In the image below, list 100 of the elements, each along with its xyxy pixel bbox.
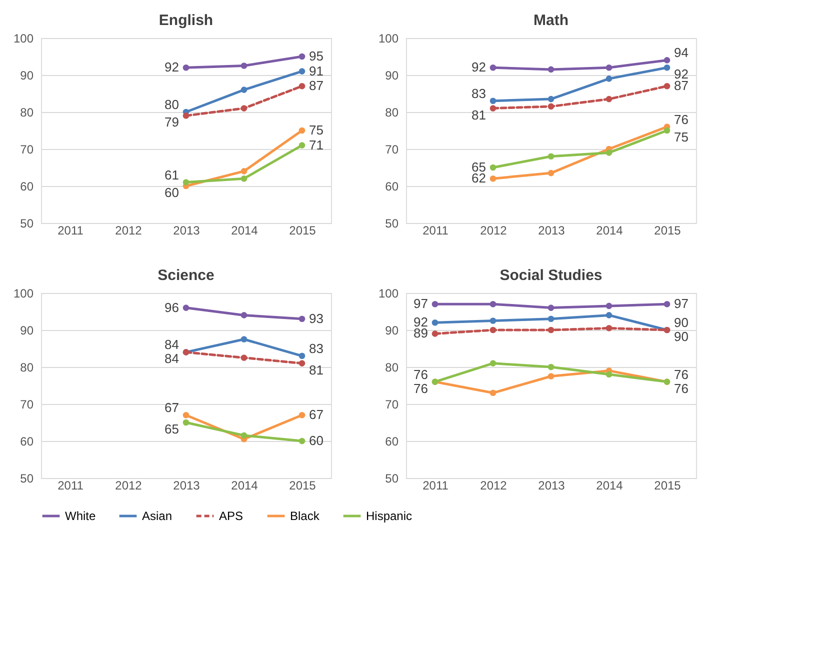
data-label: 92: [164, 60, 179, 75]
y-tick-label: 80: [385, 106, 399, 120]
data-label: 84: [164, 337, 179, 352]
y-tick-label: 80: [20, 360, 34, 374]
y-tick-label: 60: [385, 180, 399, 194]
point: [240, 105, 248, 112]
point: [298, 53, 306, 60]
point: [240, 312, 248, 318]
point: [490, 326, 496, 334]
x-tick-label: 2013: [173, 478, 200, 492]
y-tick-label: 70: [20, 398, 34, 412]
data-label: 87: [309, 78, 324, 94]
point: [240, 86, 248, 93]
point: [298, 438, 306, 444]
point: [548, 66, 554, 73]
point: [240, 175, 248, 182]
data-label: 76: [414, 366, 428, 382]
legend-label: Hispanic: [366, 509, 412, 523]
point: [664, 64, 670, 71]
point: [182, 112, 190, 119]
y-tick-label: 70: [385, 398, 399, 412]
legend-label: APS: [219, 509, 244, 523]
x-tick-label: 2011: [58, 478, 84, 492]
data-label: 65: [164, 422, 179, 436]
data-label: 81: [472, 107, 486, 122]
y-tick-label: 50: [20, 216, 34, 230]
x-tick-label: 2014: [596, 224, 624, 238]
point: [240, 168, 248, 174]
point: [606, 64, 612, 71]
y-tick-label: 80: [20, 106, 34, 120]
point: [548, 170, 554, 176]
x-tick-label: 2015: [289, 478, 316, 492]
point: [298, 316, 306, 322]
data-label: 60: [309, 433, 324, 448]
data-label: 79: [164, 114, 179, 130]
y-tick-label: 60: [20, 434, 34, 448]
point: [548, 326, 554, 334]
legend-label: White: [65, 509, 96, 523]
y-tick-label: 90: [385, 68, 399, 82]
data-label: 93: [309, 310, 324, 326]
point: [664, 57, 670, 64]
point: [606, 302, 612, 310]
point: [490, 105, 496, 112]
point: [548, 364, 554, 370]
point: [298, 412, 306, 418]
data-label: 90: [674, 315, 688, 330]
point: [490, 164, 496, 171]
point: [490, 390, 496, 396]
x-tick-label: 2011: [58, 224, 84, 238]
y-tick-label: 90: [385, 324, 399, 338]
point: [298, 82, 306, 90]
data-label: 61: [164, 167, 179, 182]
point: [490, 300, 496, 308]
x-tick-label: 2015: [654, 478, 682, 492]
point: [664, 300, 670, 308]
chart-title: Math: [534, 12, 568, 29]
point: [606, 324, 612, 332]
data-label: 96: [164, 300, 179, 315]
point: [548, 153, 554, 160]
point: [606, 150, 612, 156]
x-tick-label: 2011: [422, 224, 449, 238]
point: [298, 142, 306, 148]
point: [182, 412, 190, 418]
y-tick-label: 70: [20, 142, 34, 156]
point: [432, 319, 438, 326]
data-label: 76: [674, 112, 688, 127]
y-tick-label: 80: [385, 360, 399, 374]
x-tick-label: 2013: [538, 478, 566, 492]
data-label: 91: [309, 63, 324, 78]
data-label: 95: [309, 48, 324, 64]
data-label: 75: [309, 122, 324, 138]
point: [606, 76, 612, 82]
point: [490, 360, 496, 366]
point: [432, 330, 438, 337]
x-tick-label: 2015: [654, 224, 682, 238]
x-tick-label: 2012: [115, 478, 142, 492]
point: [606, 371, 612, 378]
data-label: 94: [674, 45, 688, 60]
y-tick-label: 100: [13, 286, 34, 300]
data-label: 75: [674, 130, 688, 144]
data-label: 84: [164, 351, 179, 366]
x-tick-label: 2014: [231, 478, 258, 492]
legend-label: Black: [290, 509, 320, 523]
point: [490, 175, 496, 182]
x-tick-label: 2015: [289, 224, 316, 238]
point: [664, 82, 670, 90]
data-label: 80: [164, 97, 179, 112]
x-tick-label: 2012: [480, 478, 508, 492]
y-tick-label: 50: [20, 472, 34, 486]
point: [298, 127, 306, 134]
point: [548, 304, 554, 311]
point: [298, 352, 306, 360]
x-tick-label: 2011: [422, 478, 449, 492]
point: [182, 179, 190, 186]
data-label: 76: [414, 380, 428, 396]
x-tick-label: 2014: [231, 224, 258, 238]
data-label: 71: [309, 137, 324, 152]
x-tick-label: 2013: [538, 224, 566, 238]
data-label: 76: [674, 366, 688, 382]
point: [490, 318, 496, 324]
